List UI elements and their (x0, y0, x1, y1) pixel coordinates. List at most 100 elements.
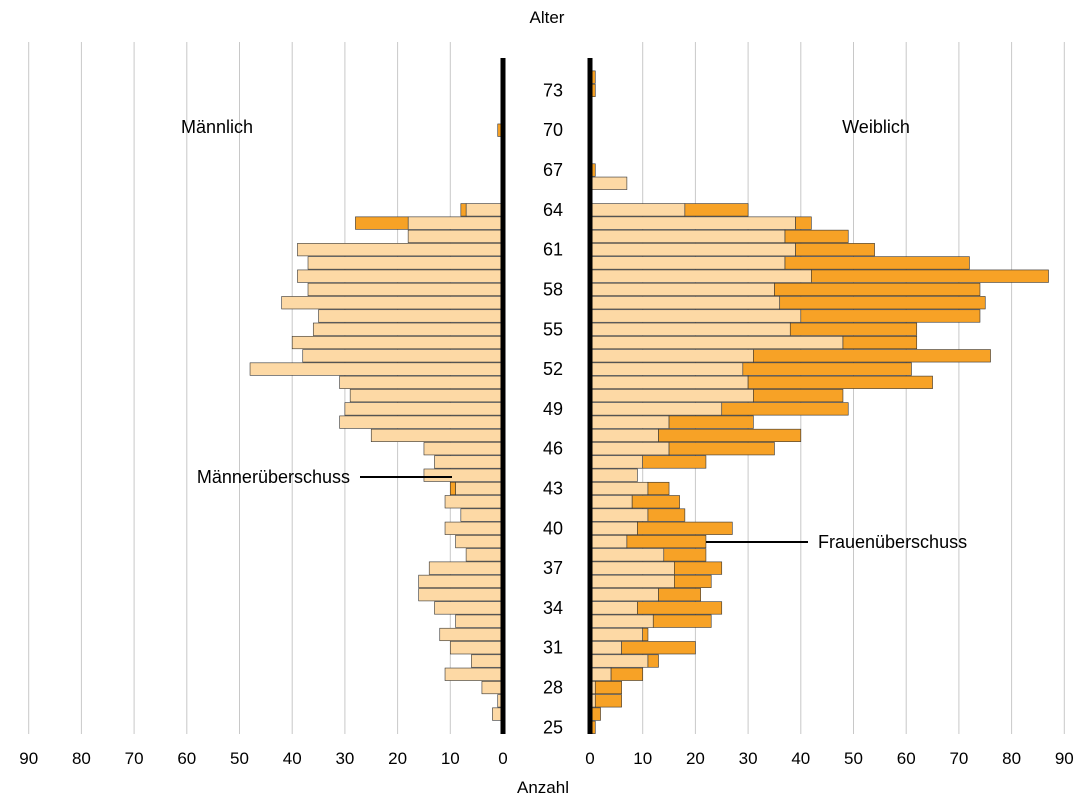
bar-female-common-48 (589, 415, 670, 429)
bar-female-common-37 (589, 561, 675, 575)
bar-male-common-49 (344, 402, 504, 416)
bar-male-surplus-43 (449, 481, 456, 496)
bar-female-surplus-41 (647, 508, 686, 522)
bar-male-common-41 (460, 508, 504, 522)
bar-male-common-62 (407, 229, 504, 243)
bar-male-common-45 (434, 455, 504, 469)
bar-female-common-56 (589, 309, 802, 323)
bar-female-surplus-60 (784, 256, 970, 270)
male-side-label: Männlich (181, 117, 253, 137)
bar-male-common-28 (481, 681, 504, 695)
x-tick-label-male: 10 (441, 749, 460, 768)
bar-male-common-38 (465, 548, 504, 562)
age-tick-label: 55 (543, 319, 563, 339)
age-tick-label: 64 (543, 200, 563, 220)
bar-female-surplus-48 (668, 415, 754, 429)
bar-male-common-61 (297, 243, 504, 257)
x-tick-label-male: 70 (125, 749, 144, 768)
bar-male-common-32 (439, 627, 504, 642)
bar-female-common-62 (589, 229, 786, 243)
bar-male-common-29 (444, 667, 504, 681)
bar-female-surplus-40 (637, 521, 733, 535)
bar-male-common-64 (465, 203, 504, 217)
age-tick-label: 49 (543, 399, 563, 419)
bar-female-surplus-57 (779, 296, 986, 310)
bar-female-common-63 (589, 216, 796, 230)
x-tick-label-male: 30 (335, 749, 354, 768)
bar-female-surplus-46 (668, 442, 775, 456)
annotation-female-surplus: Frauenüberschuss (818, 532, 967, 552)
x-tick-label-female: 70 (949, 749, 968, 768)
bar-female-common-51 (589, 375, 749, 389)
x-tick-label-male: 20 (388, 749, 407, 768)
bar-female-common-39 (589, 535, 628, 549)
bar-female-surplus-28 (594, 681, 622, 695)
bar-female-surplus-62 (784, 229, 849, 243)
bar-male-common-44 (423, 468, 504, 482)
bar-female-common-34 (589, 601, 638, 615)
bar-male-common-50 (349, 389, 504, 403)
bar-male-common-35 (418, 588, 504, 602)
bar-female-common-41 (589, 508, 649, 522)
bar-female-surplus-49 (721, 402, 849, 416)
labels: Alter Anzahl Männlich Weiblich (181, 8, 910, 796)
x-tick-label-female: 60 (897, 749, 916, 768)
bar-male-common-56 (318, 309, 504, 323)
bar-male-common-54 (291, 335, 504, 350)
x-tick-label-male: 0 (498, 749, 507, 768)
bar-female-surplus-30 (647, 654, 659, 668)
bar-female-common-66 (589, 176, 628, 190)
bar-male-common-30 (471, 654, 504, 668)
bar-female-common-55 (589, 322, 791, 336)
age-tick-label: 25 (543, 717, 563, 737)
x-tick-label-female: 50 (844, 749, 863, 768)
bar-female-surplus-29 (610, 667, 644, 681)
bar-female-surplus-34 (637, 601, 723, 615)
bar-male-common-63 (407, 216, 504, 230)
bar-female-common-29 (589, 667, 612, 681)
bar-female-common-53 (589, 349, 754, 363)
x-tick-label-male: 40 (283, 749, 302, 768)
bar-female-common-64 (589, 203, 686, 217)
bar-female-surplus-53 (753, 349, 991, 363)
bar-female-surplus-50 (753, 389, 844, 403)
bar-female-common-32 (589, 627, 644, 642)
bar-male-common-60 (307, 256, 504, 270)
bar-male-common-55 (312, 322, 504, 336)
bar-male-common-47 (370, 428, 504, 442)
bar-female-common-35 (589, 588, 659, 602)
bar-male-surplus-64 (460, 203, 467, 217)
bar-female-surplus-64 (684, 203, 749, 217)
bar-male-surplus-63 (355, 216, 409, 230)
bar-male-common-43 (455, 481, 504, 496)
bar-female-common-47 (589, 428, 659, 442)
bars (249, 70, 1049, 734)
bar-female-surplus-35 (658, 588, 701, 602)
bar-male-common-52 (249, 362, 504, 376)
x-tick-label-female: 30 (739, 749, 758, 768)
x-axis-title: Anzahl (517, 778, 569, 796)
bar-female-common-54 (589, 335, 844, 350)
age-tick-label: 28 (543, 678, 563, 698)
age-tick-label: 61 (543, 240, 563, 260)
age-tick-label: 46 (543, 439, 563, 459)
bar-female-surplus-36 (674, 574, 712, 588)
bar-female-surplus-56 (800, 309, 981, 323)
bar-male-common-42 (444, 495, 504, 509)
bar-male-common-48 (339, 415, 504, 429)
x-tick-label-female: 0 (585, 749, 594, 768)
bar-female-common-52 (589, 362, 744, 376)
tick-labels: 0 0 10 10 20 20 30 30 40 40 50 50 60 60 70 70 80 80 90 90 25… (19, 80, 1074, 768)
x-tick-label-male: 60 (177, 749, 196, 768)
bar-female-common-61 (589, 243, 796, 257)
bar-female-common-42 (589, 495, 633, 509)
female-side-label: Weiblich (842, 117, 910, 137)
bar-male-common-39 (455, 535, 504, 549)
bar-male-common-51 (339, 375, 504, 389)
x-tick-label-female: 80 (1002, 749, 1021, 768)
grid-lines (28, 42, 1065, 734)
bar-male-common-37 (428, 561, 504, 575)
age-tick-label: 43 (543, 479, 563, 499)
bar-female-surplus-51 (747, 375, 933, 389)
bar-male-common-40 (444, 521, 504, 535)
